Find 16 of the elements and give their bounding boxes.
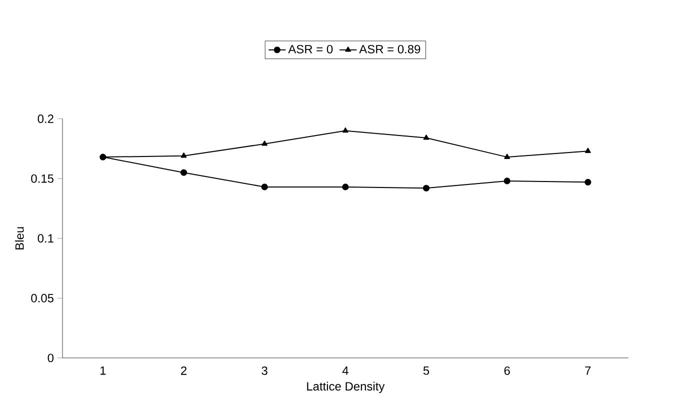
- x-tick-label: 1: [100, 366, 106, 375]
- y-tick-label: 0.2: [38, 114, 54, 123]
- x-tick-label: 4: [342, 366, 348, 375]
- x-tick-label: 6: [504, 366, 510, 375]
- legend-label: ASR = 0.89: [359, 44, 420, 54]
- legend-label: ASR = 0: [288, 44, 333, 54]
- y-tick-label: 0: [48, 354, 54, 362]
- y-tick-label: 0.1: [38, 234, 54, 243]
- x-axis-title: Lattice Density: [307, 382, 385, 393]
- x-tick-label: 7: [585, 366, 591, 375]
- y-tick-label: 0.05: [31, 294, 54, 302]
- y-axis-title: Bleu: [15, 227, 24, 250]
- y-tick-label: 0.15: [31, 174, 54, 183]
- x-tick-label: 2: [181, 366, 186, 375]
- x-tick-label: 5: [423, 366, 430, 375]
- x-tick-label: 3: [262, 366, 268, 375]
